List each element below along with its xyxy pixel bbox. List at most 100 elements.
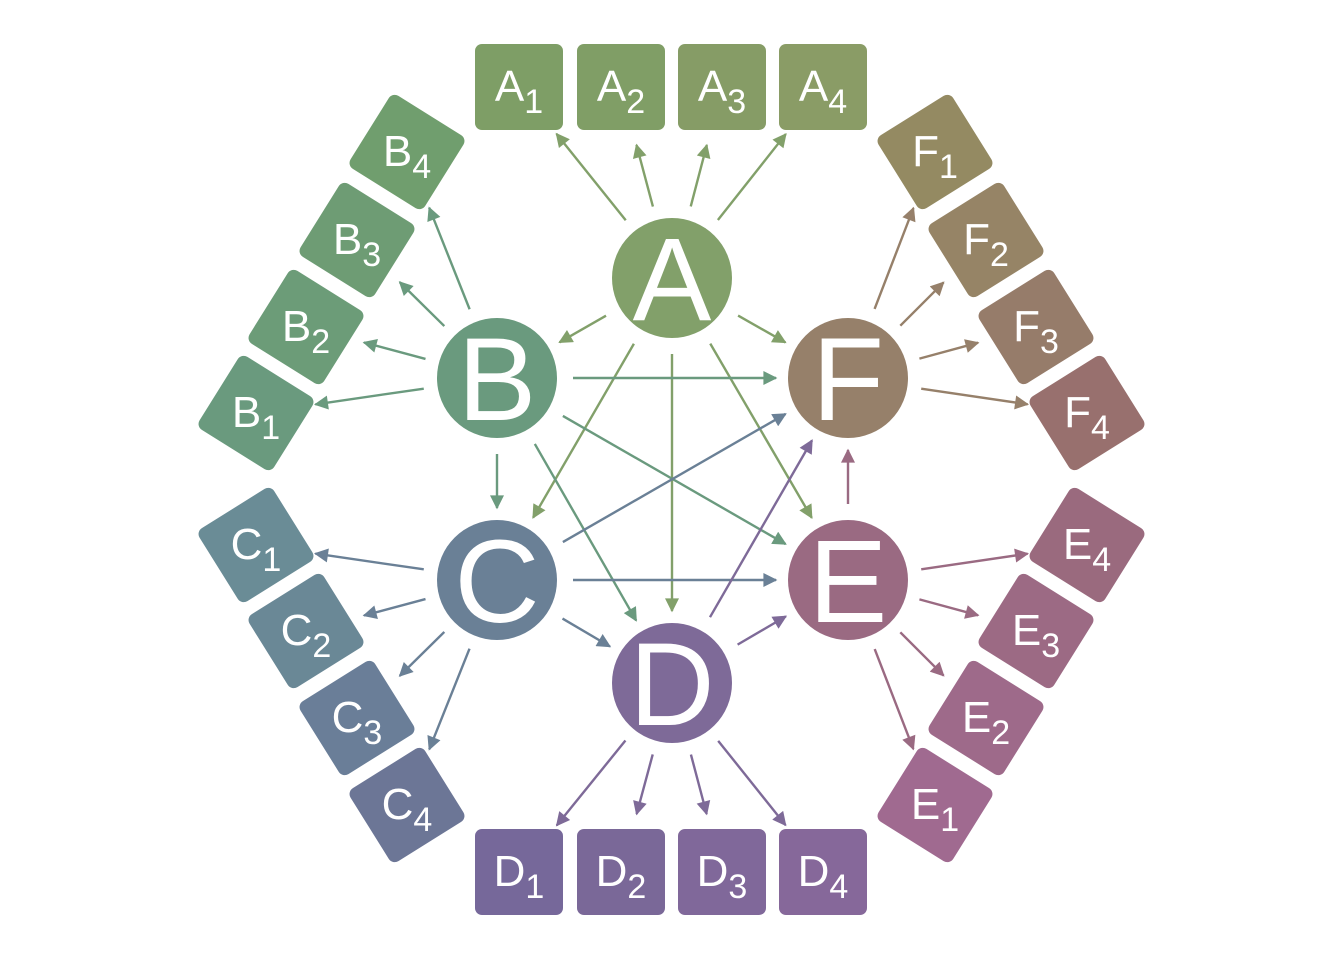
leaf-subscript: 2 <box>311 323 330 361</box>
leaf-subscript: 3 <box>362 236 381 274</box>
leaf-box <box>248 269 364 385</box>
edge-d-to-d1 <box>555 739 627 827</box>
hub-node-e: E <box>788 516 908 648</box>
leaf-box <box>877 94 993 210</box>
leaf-node-b2: B2 <box>248 269 364 385</box>
edge-f-to-f1 <box>873 206 916 310</box>
leaf-box <box>1029 355 1145 471</box>
leaf-node-c1: C1 <box>198 487 314 603</box>
leaf-letter: D <box>494 847 526 896</box>
edge-d-to-d3 <box>689 754 711 816</box>
leaf-letter: E <box>962 693 991 742</box>
edge-f-to-f3 <box>919 339 980 360</box>
edges-layer <box>313 132 1030 827</box>
leaf-box <box>928 182 1044 298</box>
leaf-node-a1: A1 <box>475 44 563 130</box>
leaf-node-b3: B3 <box>299 182 415 298</box>
leaf-letter: D <box>596 847 628 896</box>
leaf-subscript: 1 <box>940 801 959 839</box>
edge-a-to-a2 <box>632 143 655 207</box>
leaf-label: F1 <box>912 127 958 186</box>
leaf-label: B3 <box>333 215 381 274</box>
hub-label: E <box>809 516 888 648</box>
leaf-node-a3: A3 <box>678 44 766 130</box>
edge-d-to-f <box>708 439 814 618</box>
leaf-node-d1: D1 <box>475 829 563 915</box>
leaf-subscript: 2 <box>991 714 1010 752</box>
leaf-letter: F <box>963 215 990 264</box>
edge-b-to-b3 <box>398 281 446 327</box>
leaf-label: D4 <box>798 847 849 906</box>
leaf-label: A1 <box>495 62 543 121</box>
leaf-letter: A <box>698 62 728 111</box>
leaf-node-d2: D2 <box>577 829 665 915</box>
leaf-label: A2 <box>597 62 645 121</box>
leaf-subscript: 3 <box>727 83 746 121</box>
leaf-label: D3 <box>697 847 748 906</box>
leaf-box <box>198 487 314 603</box>
leaf-label: E1 <box>911 780 959 839</box>
leaf-subscript: 4 <box>413 801 432 839</box>
leaf-node-f2: F2 <box>928 182 1044 298</box>
leaf-subscript: 1 <box>939 148 958 186</box>
leaf-node-e2: E2 <box>928 660 1044 776</box>
leaf-box <box>349 747 465 863</box>
leaf-box <box>978 573 1094 689</box>
leaf-label: F3 <box>1013 302 1059 361</box>
hub-node-d: D <box>612 619 732 751</box>
leaf-letter: C <box>382 780 414 829</box>
leaf-node-a4: A4 <box>779 44 867 130</box>
edge-b-to-b2 <box>362 338 426 361</box>
edge-c-to-f <box>562 412 787 544</box>
leaf-subscript: 2 <box>626 83 645 121</box>
leaf-box <box>577 44 665 130</box>
hub-circle <box>612 623 732 743</box>
edge-b-to-d <box>533 443 638 622</box>
leaf-letter: C <box>332 693 364 742</box>
hub-circle <box>788 520 908 640</box>
hub-circle <box>788 318 908 438</box>
hub-label: A <box>633 214 712 346</box>
leaf-letter: D <box>798 847 830 896</box>
leaf-letter: B <box>232 388 261 437</box>
leaf-subscript: 3 <box>1041 627 1060 665</box>
leaf-label: D2 <box>596 847 647 906</box>
edge-d-to-d4 <box>717 740 787 827</box>
leaf-subscript: 2 <box>990 236 1009 274</box>
leaf-letter: F <box>1013 302 1040 351</box>
leaf-letter: F <box>912 127 939 176</box>
leaf-node-a2: A2 <box>577 44 665 130</box>
leaf-box <box>1029 487 1145 603</box>
leaf-label: A4 <box>799 62 847 121</box>
leaf-box <box>248 573 364 689</box>
edge-c-to-c4 <box>427 648 471 751</box>
leaf-letter: A <box>799 62 829 111</box>
leaf-label: E2 <box>962 693 1010 752</box>
leaf-letter: A <box>495 62 525 111</box>
leaf-node-c3: C3 <box>299 660 415 776</box>
leaf-label: E3 <box>1012 606 1060 665</box>
leaf-label: C2 <box>281 606 332 665</box>
leaf-letter: C <box>281 606 313 655</box>
leaf-node-e3: E3 <box>978 573 1094 689</box>
hub-circle <box>437 318 557 438</box>
leaf-node-f1: F1 <box>877 94 993 210</box>
leaf-box <box>299 660 415 776</box>
leaf-subscript: 2 <box>627 868 646 906</box>
edge-b-to-e <box>562 414 787 546</box>
hub-label: D <box>629 619 714 751</box>
hub-label: C <box>454 516 539 648</box>
edge-a-to-c <box>532 343 635 519</box>
leaf-subscript: 2 <box>312 627 331 665</box>
leaf-node-b1: B1 <box>198 355 314 471</box>
leaf-letter: E <box>911 780 940 829</box>
leaf-letter: C <box>231 520 263 569</box>
leaf-subscript: 4 <box>412 148 431 186</box>
leaf-node-d4: D4 <box>779 829 867 915</box>
hub-circle <box>612 218 732 338</box>
leaf-label: E4 <box>1063 520 1111 579</box>
edge-e-to-e2 <box>899 631 945 677</box>
leaf-letter: A <box>597 62 627 111</box>
